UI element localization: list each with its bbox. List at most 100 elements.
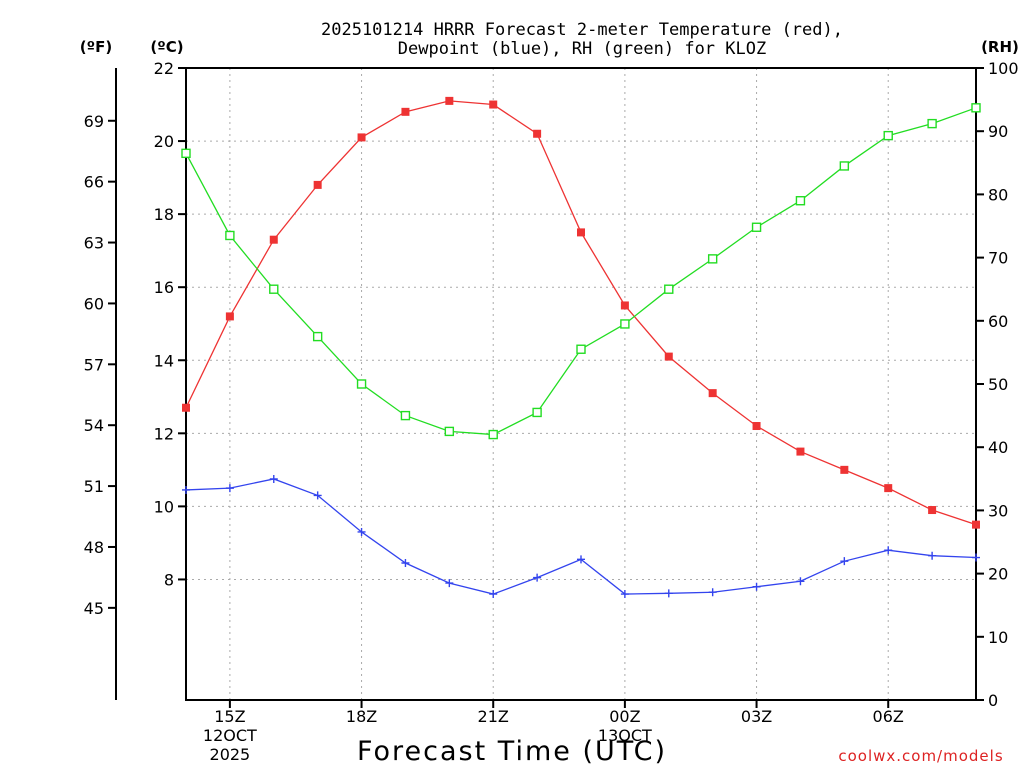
data-point <box>840 557 849 566</box>
data-point <box>752 582 761 591</box>
data-point <box>313 491 322 500</box>
celsius-tick-label: 12 <box>154 424 174 443</box>
rh-tick-label: 90 <box>988 122 1008 141</box>
rh-tick-label: 0 <box>988 691 998 710</box>
data-point <box>269 474 278 483</box>
data-point <box>664 589 673 598</box>
data-point <box>928 506 937 515</box>
data-point <box>445 579 454 588</box>
data-point <box>225 484 234 493</box>
celsius-axis-label: (ºC) <box>150 38 183 56</box>
celsius-tick-label: 8 <box>164 570 174 589</box>
data-point <box>576 344 586 354</box>
fahrenheit-tick-label: 69 <box>84 112 104 131</box>
data-point <box>796 577 805 586</box>
data-point <box>445 96 454 105</box>
data-point <box>884 546 893 555</box>
data-point <box>751 222 762 232</box>
data-point <box>225 230 235 241</box>
data-point <box>708 389 717 398</box>
data-point <box>533 573 542 582</box>
rh-tick-label: 50 <box>988 375 1008 394</box>
celsius-tick-label: 16 <box>154 278 174 297</box>
x-tick-label: 00Z <box>609 707 640 726</box>
fahrenheit-tick-label: 54 <box>84 416 104 435</box>
data-point <box>357 133 366 142</box>
data-point <box>664 352 673 361</box>
x-tick-label: 03Z <box>741 707 772 726</box>
data-point <box>620 319 630 329</box>
data-point <box>839 161 850 171</box>
data-point <box>972 520 980 529</box>
data-point <box>401 559 410 568</box>
celsius-tick-label: 22 <box>154 59 174 78</box>
rh-tick-label: 70 <box>988 249 1008 268</box>
series <box>181 96 981 599</box>
data-point <box>182 485 190 494</box>
chart-title-line-1: 2025101214 HRRR Forecast 2-meter Tempera… <box>321 20 843 40</box>
data-point <box>357 527 366 536</box>
data-point <box>708 588 717 597</box>
celsius-tick-label: 14 <box>154 351 174 370</box>
series-relative-humidity <box>181 103 981 440</box>
celsius-tick-label: 20 <box>154 132 174 151</box>
data-point <box>225 312 234 321</box>
data-point <box>577 228 585 237</box>
chart-title-line-2: Dewpoint (blue), RH (green) for KLOZ <box>398 39 766 59</box>
data-point <box>884 484 893 493</box>
data-point <box>182 403 190 412</box>
axes: 8 10 12 14 16 18 20 22 45 48 51 54 57 60 63 66 69 0 10 20 30… <box>84 59 1019 764</box>
date-label-year: 2025 <box>210 745 251 764</box>
data-point <box>928 551 937 560</box>
date-label: 13OCT <box>598 726 652 745</box>
data-point <box>707 254 718 264</box>
fahrenheit-tick-label: 45 <box>84 599 104 618</box>
data-point <box>532 407 542 418</box>
fahrenheit-tick-label: 57 <box>84 355 104 374</box>
data-point <box>269 235 278 244</box>
data-point <box>488 429 498 440</box>
rh-tick-label: 40 <box>988 438 1008 457</box>
data-point <box>752 422 761 431</box>
data-point <box>401 107 410 116</box>
rh-tick-label: 10 <box>988 628 1008 647</box>
data-point <box>400 410 411 421</box>
x-tick-label: 18Z <box>346 707 377 726</box>
fahrenheit-axis-label: (ºF) <box>80 38 112 56</box>
data-point <box>444 426 455 437</box>
data-point <box>312 331 323 342</box>
fahrenheit-tick-label: 48 <box>84 538 104 557</box>
rh-tick-label: 60 <box>988 312 1008 331</box>
rh-tick-label: 100 <box>988 59 1019 78</box>
x-tick-label: 06Z <box>873 707 904 726</box>
watermark: coolwx.com/models <box>838 747 1003 765</box>
data-point <box>796 447 805 456</box>
data-point <box>620 301 629 310</box>
data-point <box>181 148 191 159</box>
data-point <box>533 129 542 138</box>
fahrenheit-tick-label: 63 <box>84 234 104 253</box>
data-point <box>927 118 937 129</box>
data-point <box>269 284 279 294</box>
x-tick-label: 15Z <box>214 707 245 726</box>
data-point <box>577 555 585 564</box>
celsius-tick-label: 10 <box>154 497 174 516</box>
data-point <box>883 130 893 141</box>
series-temperature <box>182 96 980 529</box>
fahrenheit-tick-label: 60 <box>84 294 104 313</box>
data-point <box>795 196 806 206</box>
fahrenheit-tick-label: 51 <box>84 477 104 496</box>
x-axis-title: Forecast Time (UTC) <box>357 736 667 767</box>
rh-tick-label: 80 <box>988 185 1008 204</box>
fahrenheit-tick-label: 66 <box>84 173 104 192</box>
data-point <box>664 284 674 294</box>
data-point <box>620 590 629 599</box>
data-point <box>840 465 849 474</box>
x-tick-label: 21Z <box>478 707 509 726</box>
celsius-tick-label: 18 <box>154 205 174 224</box>
rh-tick-label: 20 <box>988 565 1008 584</box>
data-point <box>489 100 498 109</box>
data-point <box>489 590 498 599</box>
